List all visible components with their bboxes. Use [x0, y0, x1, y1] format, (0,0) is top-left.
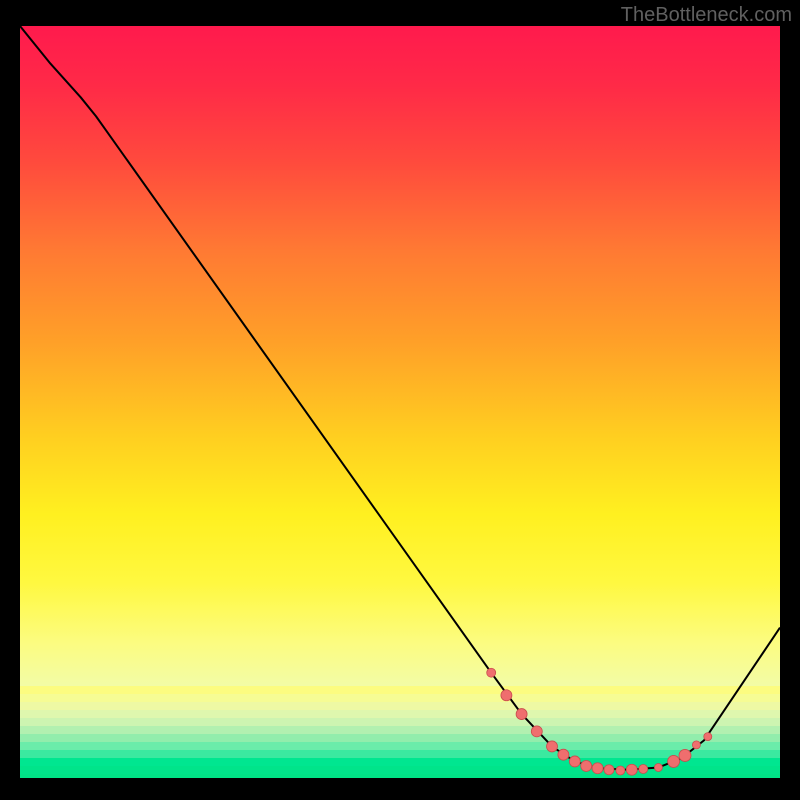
- curve-marker: [592, 763, 603, 774]
- curve-marker: [547, 741, 558, 752]
- chart-canvas: [20, 26, 780, 778]
- curve-marker: [639, 764, 648, 773]
- curve-marker: [501, 690, 512, 701]
- curve-marker: [704, 733, 712, 741]
- curve-marker: [679, 749, 691, 761]
- curve-marker: [558, 749, 569, 760]
- curve-marker: [692, 741, 700, 749]
- curve-marker: [581, 760, 592, 771]
- curve-marker: [516, 709, 527, 720]
- curve-marker: [569, 756, 580, 767]
- curve-marker: [487, 668, 496, 677]
- curve-marker: [531, 726, 542, 737]
- curve-marker: [616, 766, 625, 775]
- curve-marker: [668, 755, 680, 767]
- curve-marker: [654, 763, 662, 771]
- chart-background: [20, 26, 780, 778]
- watermark-text: TheBottleneck.com: [621, 4, 792, 27]
- curve-marker: [626, 764, 637, 775]
- curve-marker: [604, 765, 614, 775]
